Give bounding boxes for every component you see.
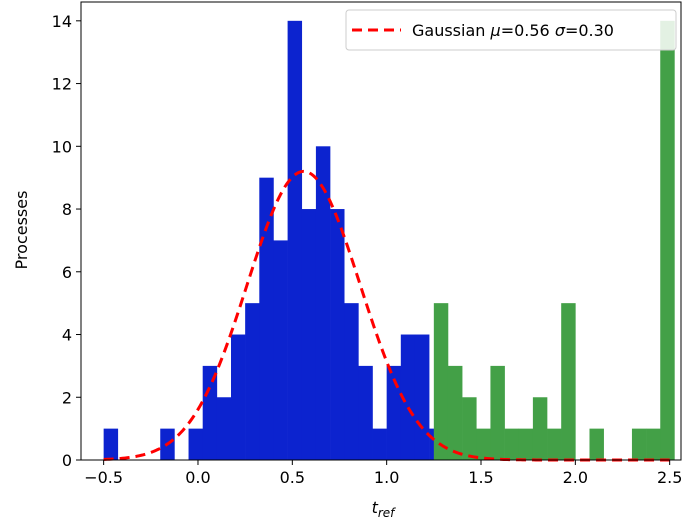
blue-histogram-bar: [358, 365, 373, 460]
blue-histogram-bar: [315, 146, 331, 460]
blue-histogram-bar: [231, 334, 246, 460]
green-histogram-bar: [547, 428, 562, 460]
blue-histogram-bar: [273, 240, 288, 460]
y-tick-label: 4: [62, 326, 72, 345]
y-tick-label: 12: [52, 75, 72, 94]
green-histogram-bar: [532, 397, 548, 460]
y-tick-label: 6: [62, 263, 72, 282]
x-tick-label: 2.0: [563, 468, 588, 487]
gaussian-fit-curve: [103, 169, 670, 462]
green-histogram-bar: [447, 365, 463, 460]
x-tick-label: 1.5: [468, 468, 493, 487]
x-tick-label: 0.5: [280, 468, 305, 487]
x-axis-label-base: t: [372, 498, 379, 517]
green-histogram-bar: [518, 428, 534, 460]
blue-histogram-bar: [259, 177, 274, 460]
blue-histogram-bar: [301, 209, 317, 460]
blue-histogram-bar: [330, 209, 345, 460]
legend-label: Gaussian μ=0.56 σ=0.30: [412, 21, 614, 40]
y-tick-label: 0: [62, 451, 72, 470]
blue-histogram-bar: [414, 334, 430, 460]
blue-histogram-bar: [287, 20, 303, 460]
x-axis-label-subscript: ref: [378, 506, 396, 520]
green-histogram-bar: [504, 428, 520, 460]
blue-histogram-bar: [372, 428, 387, 460]
legend: Gaussian μ=0.56 σ=0.30: [345, 9, 677, 51]
y-axis-label: Processes: [12, 191, 31, 270]
x-tick-label: −0.5: [84, 468, 123, 487]
blue-histogram-bar: [202, 365, 218, 460]
green-histogram-bar: [660, 20, 675, 460]
blue-histogram-bar: [245, 303, 260, 460]
blue-histogram-bar: [188, 428, 203, 460]
plot-frame: [80, 1, 682, 461]
blue-histogram-bar: [400, 334, 416, 460]
legend-box: [345, 9, 677, 51]
green-histogram-bar: [476, 428, 491, 460]
y-tick-label: 10: [52, 137, 72, 156]
x-tick-label: 1.0: [374, 468, 399, 487]
blue-histogram-bar: [103, 428, 119, 460]
green-histogram-bar: [589, 428, 604, 460]
green-histogram-bar: [433, 303, 449, 460]
histogram-bars: [103, 20, 675, 460]
x-axis-ticks: −0.5 0.0 0.5 1.0 1.5 2.0 2.5: [84, 460, 682, 487]
x-tick-label: 0.0: [185, 468, 210, 487]
green-histogram-bar: [490, 365, 505, 460]
y-tick-label: 14: [52, 12, 72, 31]
y-tick-label: 2: [62, 388, 72, 407]
x-axis-label: tref: [372, 498, 397, 520]
y-tick-label: 8: [62, 200, 72, 219]
blue-histogram-bar: [344, 303, 359, 460]
green-histogram-bar: [631, 428, 647, 460]
blue-histogram-bar: [386, 365, 402, 460]
green-histogram-bar: [646, 428, 661, 460]
x-tick-label: 2.5: [657, 468, 682, 487]
green-histogram-bar: [462, 397, 477, 460]
blue-histogram-bar: [216, 397, 232, 460]
y-axis-ticks: 0 2 4 6 8 10 12 14: [52, 12, 81, 470]
green-histogram-bar: [561, 303, 576, 460]
